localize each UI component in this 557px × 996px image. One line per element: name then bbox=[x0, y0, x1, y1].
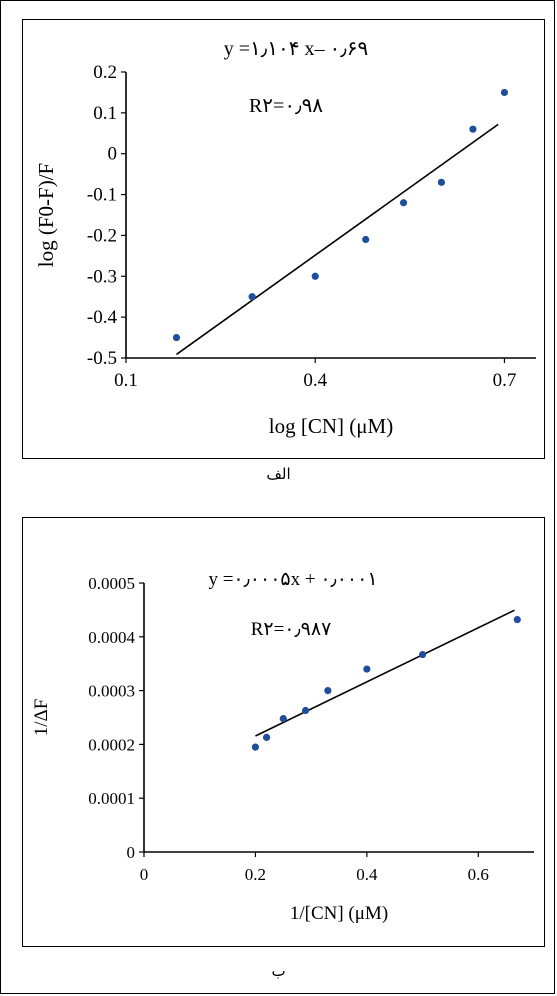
y-axis-label: log (F0-F)/F bbox=[34, 163, 58, 267]
data-point bbox=[500, 88, 509, 97]
data-point bbox=[279, 714, 287, 723]
r-squared-annotation: R۲=۰٫۹۸۷ bbox=[251, 619, 332, 640]
y-tick-label: 0.0005 bbox=[88, 574, 135, 593]
chart-panel-b: 0 0.0001 0.0002 0.0003 0.0004 0.0005 0 0.2 0.4 0.… bbox=[22, 517, 545, 947]
x-axis-label: 1/[CN] (μM) bbox=[290, 903, 388, 924]
r-squared-annotation: R۲=۰٫۹۸ bbox=[249, 95, 323, 117]
x-tick-label: 0.4 bbox=[303, 370, 327, 391]
data-point bbox=[418, 650, 427, 659]
data-point bbox=[301, 706, 310, 715]
data-point bbox=[437, 178, 445, 186]
y-tick-label: 0.0004 bbox=[88, 628, 135, 647]
y-tick-label: -0.2 bbox=[87, 225, 117, 246]
data-point bbox=[251, 743, 260, 751]
data-point bbox=[363, 665, 371, 673]
x-tick-label: 0.2 bbox=[245, 865, 266, 884]
data-point bbox=[172, 333, 181, 342]
y-tick-label: -0.4 bbox=[87, 307, 118, 328]
trendline bbox=[255, 609, 515, 737]
y-tick-label: 0.0001 bbox=[88, 789, 135, 808]
data-point bbox=[311, 272, 319, 280]
data-point bbox=[262, 733, 271, 742]
data-point bbox=[362, 235, 370, 244]
x-tick-label: 0.7 bbox=[493, 370, 517, 391]
x-tick-label: 0.4 bbox=[356, 865, 378, 884]
data-point bbox=[248, 293, 256, 301]
y-tick-label: 0 bbox=[108, 144, 118, 165]
y-tick-label: 0.1 bbox=[93, 103, 117, 124]
equation-annotation: y =۰٫۰۰۰۵x + ۰٫۰۰۰۱ bbox=[208, 569, 377, 590]
y-tick-label: 0.2 bbox=[93, 62, 117, 83]
x-tick-label: 0.6 bbox=[468, 865, 489, 884]
y-tick-label: 0.0002 bbox=[88, 735, 135, 754]
y-tick-label: 0.0003 bbox=[88, 682, 135, 701]
chart-panel-a: 0.2 0.1 0 -0.1 -0.2 -0.3 -0.4 -0.5 0.1 0.4 0.7 log … bbox=[22, 19, 545, 459]
data-point bbox=[399, 199, 408, 207]
x-tick-label: 0.1 bbox=[114, 370, 138, 391]
trendline bbox=[175, 123, 499, 356]
data-point bbox=[469, 125, 477, 133]
data-point bbox=[324, 687, 332, 695]
x-tick-label: 0 bbox=[140, 865, 149, 884]
y-axis-label: 1/ΔF bbox=[31, 699, 52, 737]
chart-a-svg: 0.20.10-0.1-0.2-0.3-0.4-0.50.1 0.4 0.7log … bbox=[34, 38, 536, 438]
panel-b-caption: ب bbox=[271, 962, 286, 980]
equation-annotation: y =۱٫۱۰۴ x– ۰٫۶۹ bbox=[224, 38, 368, 60]
chart-b-svg: 0 0.0001 0.0002 0.0003 0.0004 0.0005 0 0.2 0.4 0.… bbox=[31, 569, 534, 924]
y-tick-label: 0 bbox=[127, 843, 136, 862]
y-tick-label: -0.1 bbox=[87, 185, 117, 206]
data-point bbox=[513, 615, 521, 624]
y-tick-label: -0.3 bbox=[87, 266, 117, 287]
y-tick-label: -0.5 bbox=[87, 348, 117, 369]
panel-a-caption: الف bbox=[266, 465, 291, 483]
x-axis-label: log [CN] (μM) bbox=[269, 414, 393, 438]
